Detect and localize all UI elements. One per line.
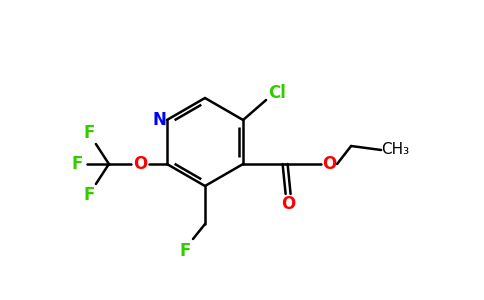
Text: F: F [71, 155, 83, 173]
Text: F: F [83, 124, 94, 142]
Text: Cl: Cl [268, 84, 286, 102]
Text: N: N [153, 111, 167, 129]
Text: O: O [281, 195, 295, 213]
Text: O: O [133, 155, 147, 173]
Text: F: F [179, 242, 191, 260]
Text: CH₃: CH₃ [381, 142, 409, 158]
Text: F: F [83, 186, 94, 204]
Text: O: O [322, 155, 336, 173]
